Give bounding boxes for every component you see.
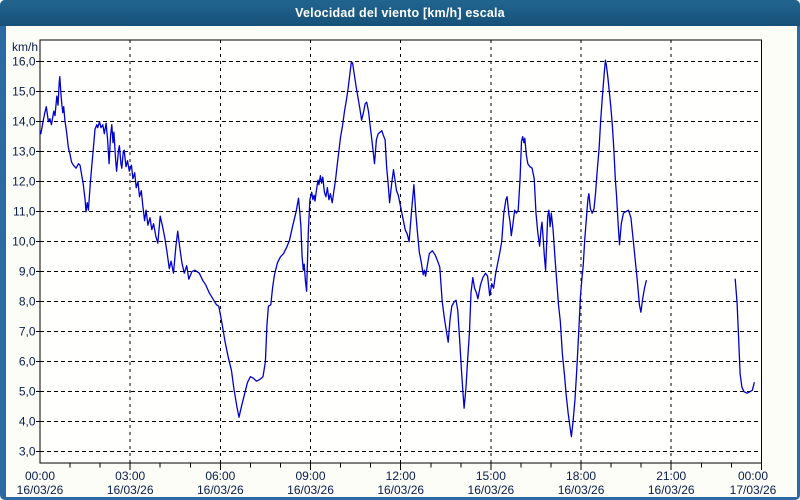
svg-text:8,0: 8,0 xyxy=(19,295,36,309)
svg-text:16/03/26: 16/03/26 xyxy=(648,483,695,497)
svg-text:16/03/26: 16/03/26 xyxy=(197,483,244,497)
svg-text:16/03/26: 16/03/26 xyxy=(377,483,424,497)
svg-text:16/03/26: 16/03/26 xyxy=(558,483,605,497)
svg-text:6,0: 6,0 xyxy=(19,355,36,369)
svg-text:00:00: 00:00 xyxy=(738,469,768,483)
window-title: Velocidad del viento [km/h] escala xyxy=(295,6,505,20)
svg-text:16/03/26: 16/03/26 xyxy=(107,483,154,497)
svg-text:5,0: 5,0 xyxy=(19,385,36,399)
svg-text:11,0: 11,0 xyxy=(13,205,36,219)
svg-text:03:00: 03:00 xyxy=(115,469,145,483)
svg-text:16/03/26: 16/03/26 xyxy=(468,483,515,497)
svg-text:16,0: 16,0 xyxy=(12,55,36,69)
svg-text:18:00: 18:00 xyxy=(566,469,596,483)
svg-text:17/03/26: 17/03/26 xyxy=(730,483,777,497)
svg-text:9,0: 9,0 xyxy=(19,265,36,279)
svg-text:16/03/26: 16/03/26 xyxy=(287,483,334,497)
svg-text:4,0: 4,0 xyxy=(19,415,36,429)
svg-text:09:00: 09:00 xyxy=(296,469,326,483)
svg-text:00:00: 00:00 xyxy=(25,469,55,483)
chart-area: 16,0 15,0 14,0 13,0 12,0 11,0 10,0 9,0 8,0 7,0 6,0… xyxy=(6,26,797,497)
svg-text:3,0: 3,0 xyxy=(19,445,36,459)
svg-text:km/h: km/h xyxy=(12,40,38,54)
svg-text:10,0: 10,0 xyxy=(12,235,36,249)
svg-text:12:00: 12:00 xyxy=(386,469,416,483)
title-bar[interactable]: Velocidad del viento [km/h] escala xyxy=(0,0,800,26)
svg-text:12,0: 12,0 xyxy=(12,175,36,189)
svg-text:7,0: 7,0 xyxy=(19,325,36,339)
svg-text:06:00: 06:00 xyxy=(205,469,235,483)
svg-text:15,0: 15,0 xyxy=(12,85,36,99)
svg-text:13,0: 13,0 xyxy=(12,145,36,159)
svg-text:16/03/26: 16/03/26 xyxy=(17,483,64,497)
svg-text:14,0: 14,0 xyxy=(12,115,36,129)
svg-text:21:00: 21:00 xyxy=(656,469,686,483)
wind-speed-chart: 16,0 15,0 14,0 13,0 12,0 11,0 10,0 9,0 8,0 7,0 6,0… xyxy=(12,39,777,497)
svg-text:15:00: 15:00 xyxy=(476,469,506,483)
